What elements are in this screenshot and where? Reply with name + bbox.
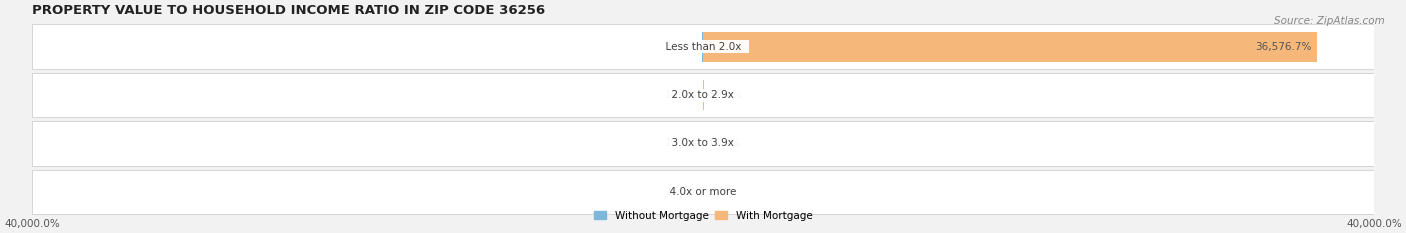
Text: PROPERTY VALUE TO HOUSEHOLD INCOME RATIO IN ZIP CODE 36256: PROPERTY VALUE TO HOUSEHOLD INCOME RATIO… xyxy=(32,4,546,17)
Text: 2.0x to 2.9x: 2.0x to 2.9x xyxy=(665,90,741,100)
Text: 19.0%: 19.0% xyxy=(665,138,697,148)
Legend: Without Mortgage, With Mortgage: Without Mortgage, With Mortgage xyxy=(593,211,813,220)
Text: 50.6%: 50.6% xyxy=(709,90,742,100)
Text: Source: ZipAtlas.com: Source: ZipAtlas.com xyxy=(1274,16,1385,26)
Text: 3.0x to 3.9x: 3.0x to 3.9x xyxy=(665,138,741,148)
Bar xyxy=(32,73,1374,117)
Bar xyxy=(32,24,1374,69)
Text: 37.4%: 37.4% xyxy=(664,42,697,52)
Text: 9.1%: 9.1% xyxy=(709,187,735,197)
Text: 4.0x or more: 4.0x or more xyxy=(664,187,742,197)
Text: Less than 2.0x: Less than 2.0x xyxy=(658,42,748,52)
Text: 14.4%: 14.4% xyxy=(665,90,697,100)
Bar xyxy=(32,170,1374,214)
Text: 15.3%: 15.3% xyxy=(709,138,741,148)
Bar xyxy=(703,32,1316,62)
Text: 36,576.7%: 36,576.7% xyxy=(1256,42,1312,52)
Bar xyxy=(32,121,1374,166)
Text: 28.7%: 28.7% xyxy=(665,187,697,197)
